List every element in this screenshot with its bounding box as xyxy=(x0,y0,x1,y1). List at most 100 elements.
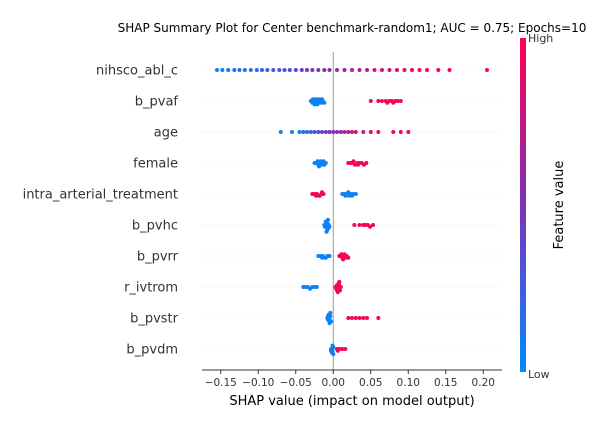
x-tick-label: 0.00 xyxy=(322,377,345,389)
shap-point xyxy=(312,102,317,107)
shap-point xyxy=(314,285,319,289)
shap-point xyxy=(395,68,399,72)
shap-point xyxy=(343,193,348,198)
feature-label: b_pvhc xyxy=(132,219,178,234)
x-tick-label: 0.15 xyxy=(434,377,457,389)
shap-point xyxy=(316,130,321,134)
feature-label: r_ivtrom xyxy=(124,281,178,296)
shap-point xyxy=(346,130,351,134)
shap-point xyxy=(410,68,414,72)
x-tick-label: −0.15 xyxy=(205,377,237,389)
feature-label: b_pvdm xyxy=(126,343,178,358)
x-tick-label: 0.10 xyxy=(397,377,420,389)
shap-point xyxy=(376,316,381,320)
shap-point xyxy=(320,97,324,102)
shap-point xyxy=(299,68,304,72)
feature-label: b_pvaf xyxy=(135,95,179,110)
shap-point xyxy=(315,102,320,107)
shap-point xyxy=(365,68,369,72)
shap-point xyxy=(226,68,231,72)
shap-point xyxy=(326,217,330,222)
shap-point xyxy=(365,316,369,320)
shap-point xyxy=(277,68,282,72)
shap-point xyxy=(323,255,328,260)
shap-point xyxy=(356,162,360,167)
shap-point xyxy=(398,130,403,134)
shap-point xyxy=(265,68,270,72)
shap-point xyxy=(327,254,332,258)
shap-point xyxy=(361,316,366,320)
shap-point xyxy=(335,348,340,353)
shap-point xyxy=(350,130,354,134)
shap-point xyxy=(417,68,422,72)
shap-point xyxy=(341,257,345,262)
shap-point xyxy=(335,290,340,295)
shap-point xyxy=(387,68,392,72)
shap-point xyxy=(220,68,225,72)
shap-point xyxy=(308,130,313,134)
shap-point xyxy=(282,68,287,72)
shap-point xyxy=(425,68,429,72)
shap-point xyxy=(311,97,315,102)
shap-point xyxy=(317,164,321,169)
shap-point xyxy=(237,68,242,72)
shap-point xyxy=(447,68,452,72)
shap-point xyxy=(215,68,219,72)
shap-point xyxy=(328,310,333,315)
shap-point xyxy=(398,99,403,103)
shap-point xyxy=(376,130,381,134)
shap-point xyxy=(314,193,318,198)
x-tick-label: −0.10 xyxy=(242,377,274,389)
shap-point xyxy=(331,130,336,134)
shap-point xyxy=(316,68,321,72)
shap-point xyxy=(338,285,343,289)
shap-point xyxy=(260,68,264,72)
feature-label: b_pvstr xyxy=(130,312,179,327)
shap-point xyxy=(406,130,411,134)
shap-point xyxy=(254,68,259,72)
shap-point xyxy=(342,68,347,72)
shap-point xyxy=(327,224,332,229)
shap-point xyxy=(353,316,358,320)
shap-point xyxy=(320,255,324,260)
feature-label: female xyxy=(133,157,178,172)
shap-point xyxy=(287,68,292,72)
shap-point xyxy=(335,68,339,72)
shap-point xyxy=(327,321,332,326)
shap-point xyxy=(301,130,306,134)
shap-point xyxy=(331,352,336,357)
shap-point xyxy=(338,130,343,134)
shap-point xyxy=(353,192,358,196)
shap-point xyxy=(352,223,357,227)
shap-point xyxy=(248,68,253,72)
shap-point xyxy=(353,130,358,134)
colorbar-low-label: Low xyxy=(528,368,550,381)
shap-point xyxy=(395,99,400,103)
shap-point xyxy=(315,159,320,164)
shap-point xyxy=(371,223,375,227)
shap-point xyxy=(323,130,328,134)
shap-point xyxy=(342,130,347,134)
shap-point xyxy=(346,316,351,320)
shap-point xyxy=(305,130,309,134)
shap-point xyxy=(312,130,317,134)
shap-point xyxy=(329,348,333,353)
shap-point xyxy=(242,68,247,72)
shap-point xyxy=(326,314,330,319)
shap-point xyxy=(317,97,321,102)
shap-point xyxy=(376,99,381,103)
colorbar-title: Feature value xyxy=(552,161,567,250)
shap-point xyxy=(368,224,372,229)
shap-point xyxy=(232,68,237,72)
shap-point xyxy=(357,68,362,72)
shap-point xyxy=(350,68,354,72)
shap-point xyxy=(321,159,326,164)
shap-point xyxy=(485,68,489,72)
shap-point xyxy=(380,99,384,103)
shap-point xyxy=(324,229,329,234)
shap-point xyxy=(320,190,324,195)
shap-point xyxy=(350,193,354,198)
shap-point xyxy=(361,130,366,134)
